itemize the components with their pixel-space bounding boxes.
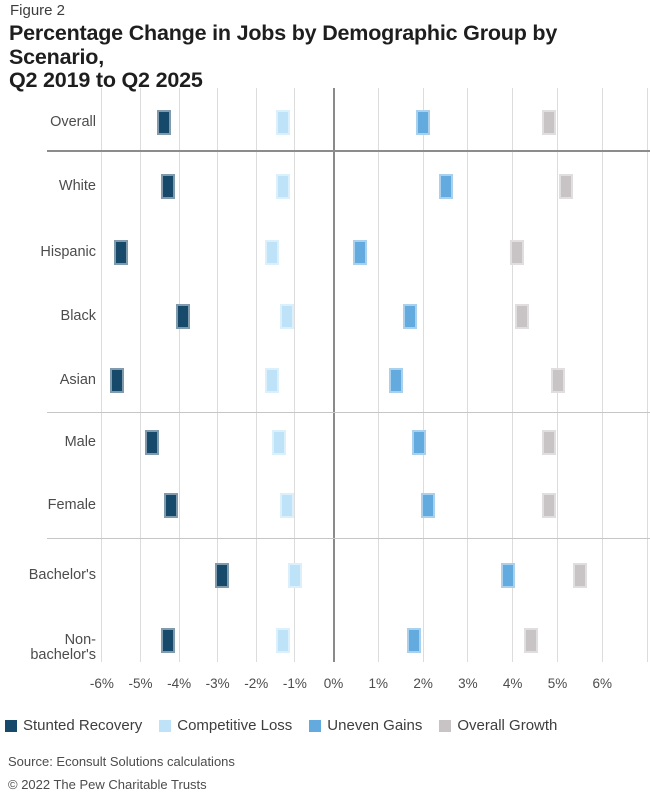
legend: Stunted Recovery Competitive Loss Uneven G… [5,717,557,734]
marker-competitive-loss-male [272,429,287,455]
row-label-hispanic: Hispanic [40,244,96,260]
marker-stunted-recovery-hispanic [114,239,129,265]
marker-stunted-recovery-overall [156,109,171,135]
marker-stunted-recovery-asian [110,367,125,393]
group-separator-after-female [47,538,650,539]
marker-overall-growth-bachelor-s [572,562,587,588]
marker-competitive-loss-asian [264,367,279,393]
x-tick-2: 2% [413,676,433,691]
marker-stunted-recovery-non-bachelor-s [160,627,175,653]
copyright-note: © 2022 The Pew Charitable Trusts [8,777,207,792]
source-note: Source: Econsult Solutions calculations [8,754,235,769]
gridline-4 [512,88,514,662]
gridline-3 [467,88,469,662]
gridline-right-edge [647,88,648,662]
x-tick--5: -5% [128,676,153,691]
marker-uneven-gains-male [411,429,426,455]
chart-title: Percentage Change in Jobs by Demographic… [9,21,649,93]
marker-competitive-loss-non-bachelor-s [276,627,291,653]
marker-stunted-recovery-black [175,303,190,329]
marker-overall-growth-black [514,303,529,329]
marker-competitive-loss-overall [276,109,291,135]
marker-overall-growth-overall [541,109,556,135]
x-tick--4: -4% [167,676,192,691]
figure-label: Figure 2 [10,2,66,19]
legend-swatch-competitive-loss [159,719,172,732]
marker-overall-growth-non-bachelor-s [523,627,538,653]
legend-item-overall-growth: Overall Growth [439,717,557,734]
x-tick--6: -6% [89,676,114,691]
legend-label-overall-growth: Overall Growth [457,717,558,734]
marker-stunted-recovery-bachelor-s [214,562,229,588]
gridline--1 [294,88,296,662]
gridline--2 [255,88,257,662]
row-label-black: Black [60,308,96,324]
marker-competitive-loss-hispanic [264,239,279,265]
x-tick-3: 3% [458,676,478,691]
gridline--3 [217,88,219,662]
marker-stunted-recovery-male [145,429,160,455]
legend-label-competitive-loss: Competitive Loss [177,717,293,734]
legend-item-competitive-loss: Competitive Loss [159,717,292,734]
marker-uneven-gains-bachelor-s [501,562,516,588]
marker-competitive-loss-white [276,173,291,199]
x-tick-5: 5% [547,676,568,691]
marker-uneven-gains-female [420,492,435,518]
group-separator-after-overall [47,150,650,152]
gridline-2 [422,88,424,662]
gridline--6 [101,88,103,662]
x-tick--3: -3% [205,676,230,691]
legend-label-stunted-recovery: Stunted Recovery [23,717,143,734]
chart-title-line1: Percentage Change in Jobs by Demographic… [9,21,558,69]
x-tick--2: -2% [244,676,269,691]
legend-item-uneven-gains: Uneven Gains [309,717,422,734]
chart-title-line2: Q2 2019 to Q2 2025 [9,68,203,93]
gridline-1 [377,88,379,662]
x-tick-1: 1% [368,676,389,691]
marker-competitive-loss-bachelor-s [287,562,302,588]
marker-uneven-gains-hispanic [353,239,368,265]
marker-stunted-recovery-female [164,492,179,518]
row-label-male: Male [64,434,96,450]
marker-uneven-gains-white [438,173,453,199]
marker-overall-growth-hispanic [510,239,525,265]
marker-overall-growth-white [559,173,574,199]
marker-uneven-gains-non-bachelor-s [407,627,422,653]
marker-uneven-gains-black [402,303,417,329]
legend-item-stunted-recovery: Stunted Recovery [5,717,142,734]
gridline--4 [178,88,180,662]
gridline--5 [140,88,141,662]
marker-overall-growth-asian [550,367,565,393]
x-tick-4: 4% [502,676,523,691]
legend-swatch-overall-growth [439,719,452,732]
row-label-overall: Overall [50,114,96,130]
row-label-female: Female [47,497,96,513]
marker-uneven-gains-asian [389,367,404,393]
marker-competitive-loss-female [280,492,295,518]
legend-swatch-uneven-gains [309,719,322,732]
gridline-6 [601,88,603,662]
row-label-asian: Asian [59,372,96,388]
row-label-white: White [58,178,96,194]
group-separator-after-asian [47,412,650,413]
legend-swatch-stunted-recovery [5,719,17,732]
marker-uneven-gains-overall [416,109,431,135]
marker-competitive-loss-black [280,303,295,329]
x-tick--1: -1% [282,676,307,691]
x-tick-0: 0% [323,676,344,691]
x-tick-6: 6% [592,676,613,691]
gridline-0 [332,88,335,662]
marker-overall-growth-male [541,429,556,455]
legend-label-uneven-gains: Uneven Gains [327,717,423,734]
marker-stunted-recovery-white [160,173,175,199]
row-label-bachelor-s: Bachelor's [28,567,96,583]
row-label-non-bachelor-s: Non-bachelor's [30,632,96,663]
marker-overall-growth-female [541,492,556,518]
